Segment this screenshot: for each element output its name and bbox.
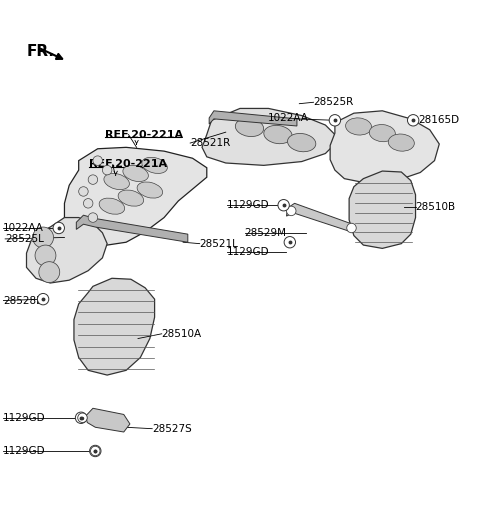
Polygon shape (74, 278, 155, 375)
Ellipse shape (369, 125, 396, 142)
Polygon shape (209, 111, 297, 126)
Circle shape (102, 165, 112, 175)
Ellipse shape (137, 182, 163, 198)
Ellipse shape (118, 190, 144, 206)
Polygon shape (330, 111, 439, 183)
Circle shape (78, 413, 87, 422)
Polygon shape (64, 147, 207, 245)
Text: 28510A: 28510A (162, 329, 202, 339)
Ellipse shape (235, 118, 264, 137)
Text: 1129GD: 1129GD (3, 446, 46, 456)
Text: 28527S: 28527S (152, 423, 192, 434)
Text: 28525L: 28525L (5, 234, 44, 244)
Ellipse shape (142, 157, 168, 173)
Circle shape (88, 213, 97, 222)
Text: 1129GD: 1129GD (3, 413, 46, 423)
Circle shape (278, 199, 289, 211)
Polygon shape (76, 215, 188, 242)
Text: 28521L: 28521L (200, 238, 239, 249)
Polygon shape (26, 217, 107, 283)
Circle shape (90, 445, 101, 457)
Text: REF.20-221A: REF.20-221A (105, 129, 183, 139)
Text: 1022AA: 1022AA (3, 223, 44, 233)
Polygon shape (349, 171, 416, 249)
Circle shape (33, 227, 54, 248)
Ellipse shape (99, 198, 125, 214)
Circle shape (347, 223, 356, 233)
Circle shape (84, 199, 93, 208)
Circle shape (329, 114, 341, 126)
Text: REF.20-221A: REF.20-221A (89, 160, 167, 170)
Text: 28510B: 28510B (416, 202, 456, 212)
Circle shape (93, 156, 102, 165)
Circle shape (79, 187, 88, 196)
Circle shape (284, 236, 296, 248)
Ellipse shape (104, 173, 130, 190)
Circle shape (408, 114, 419, 126)
Ellipse shape (388, 134, 414, 151)
Text: 28165D: 28165D (418, 116, 459, 125)
Polygon shape (86, 408, 130, 432)
Text: FR.: FR. (26, 45, 55, 59)
Circle shape (35, 245, 56, 266)
Polygon shape (202, 109, 335, 165)
Polygon shape (287, 204, 354, 233)
Ellipse shape (264, 126, 292, 144)
Circle shape (39, 262, 60, 282)
Text: 1129GD: 1129GD (227, 200, 269, 210)
Circle shape (37, 294, 49, 305)
Ellipse shape (288, 134, 316, 152)
Text: 28529M: 28529M (245, 228, 287, 238)
Text: 28525R: 28525R (313, 98, 354, 107)
Circle shape (53, 222, 64, 234)
Text: 1022AA: 1022AA (267, 113, 308, 123)
Ellipse shape (123, 165, 148, 181)
Circle shape (91, 446, 100, 456)
Circle shape (88, 175, 97, 184)
Text: 28528B: 28528B (3, 296, 43, 306)
Text: 1129GD: 1129GD (227, 247, 269, 257)
Text: 28521R: 28521R (190, 138, 230, 148)
Circle shape (287, 206, 296, 216)
Ellipse shape (346, 118, 372, 135)
Circle shape (75, 412, 87, 423)
